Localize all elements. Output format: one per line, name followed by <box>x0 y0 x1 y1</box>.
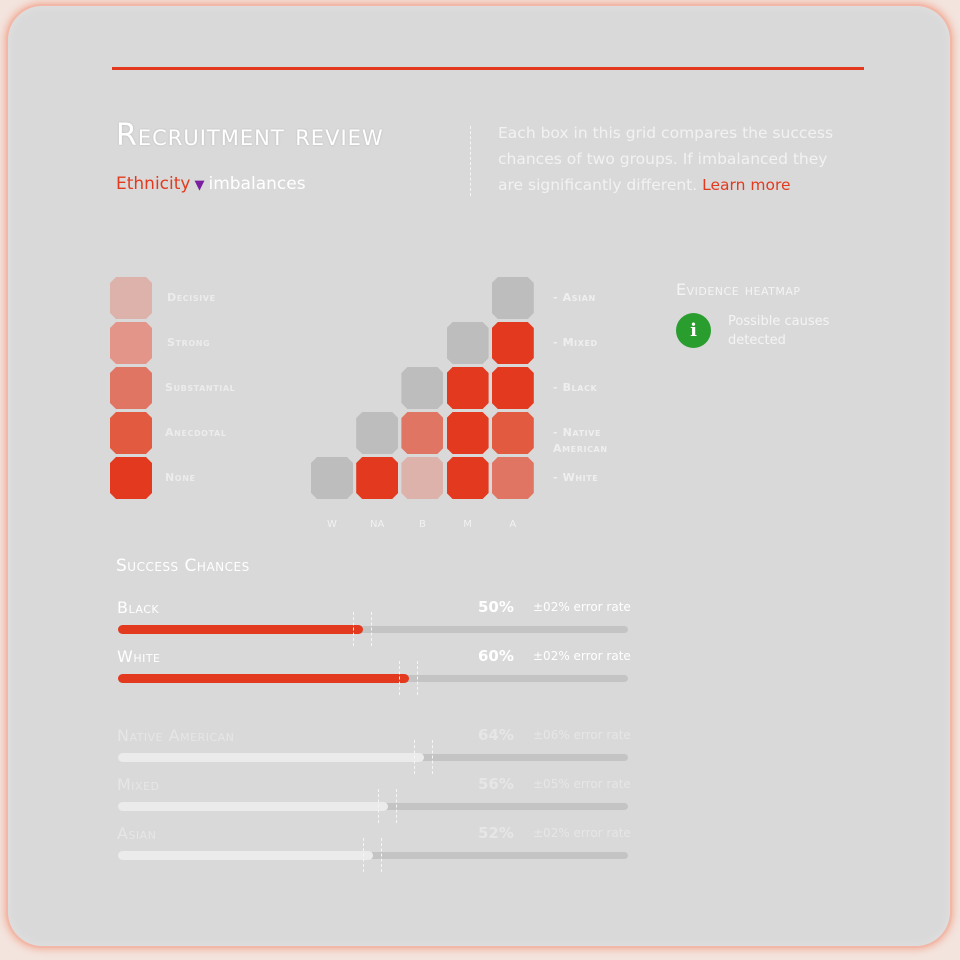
heatmap-row-label: - Black <box>553 381 598 394</box>
ethnicity-dropdown[interactable]: Ethnicity <box>116 174 191 194</box>
legend-label: Strong <box>167 336 211 349</box>
heatmap-cell[interactable] <box>446 367 489 409</box>
error-tick-high <box>371 612 372 646</box>
bar-percentage: 50% <box>478 598 514 616</box>
bar-label: Native American <box>117 726 235 745</box>
heatmap-cell[interactable] <box>446 412 489 454</box>
heatmap-cell[interactable] <box>401 412 444 454</box>
heatmap-cell[interactable] <box>401 457 444 499</box>
success-chances-title: Success Chances <box>116 556 250 576</box>
error-tick-low <box>414 740 415 774</box>
heatmap-cell[interactable] <box>491 322 534 364</box>
error-tick-high <box>396 789 397 823</box>
heatmap-column-label: B <box>418 519 426 530</box>
bar-percentage: 52% <box>478 824 514 842</box>
error-tick-low <box>399 661 400 695</box>
evidence-text: Possible causes detected <box>728 314 830 348</box>
legend-swatch <box>110 457 152 499</box>
legend-label: Decisive <box>167 291 216 304</box>
bar-label: Asian <box>117 824 157 843</box>
heatmap-row-label: - White <box>553 471 599 484</box>
bar-error-rate: ±05% error rate <box>533 777 631 791</box>
heatmap-cell[interactable] <box>356 457 399 499</box>
heatmap-column-label: NA <box>370 519 385 530</box>
bar-label: Mixed <box>117 775 160 794</box>
info-icon[interactable]: i <box>676 313 711 348</box>
heatmap-row-label: - Native American <box>553 426 608 455</box>
bar-track <box>118 852 628 859</box>
heatmap-column-label: A <box>509 519 517 530</box>
bar-fill[interactable] <box>118 753 424 762</box>
heatmap-cell[interactable] <box>401 367 444 409</box>
legend-label: Anecdotal <box>165 426 227 439</box>
bar-percentage: 64% <box>478 726 514 744</box>
bar-fill[interactable] <box>118 802 388 811</box>
heatmap-cell[interactable] <box>491 367 534 409</box>
legend-label: Substantial <box>165 381 236 394</box>
header-separator <box>470 126 471 196</box>
legend-label: None <box>165 471 196 484</box>
error-tick-high <box>432 740 433 774</box>
bar-percentage: 56% <box>478 775 514 793</box>
bar-error-rate: ±02% error rate <box>533 600 631 614</box>
bar-error-rate: ±02% error rate <box>533 826 631 840</box>
error-tick-low <box>363 838 364 872</box>
dropdown-caret-icon[interactable]: ▼ <box>194 178 205 193</box>
learn-more-link[interactable]: Learn more <box>702 176 791 194</box>
heatmap-cell[interactable] <box>491 412 534 454</box>
bar-error-rate: ±02% error rate <box>533 649 631 663</box>
error-tick-low <box>353 612 354 646</box>
bar-track <box>118 626 628 633</box>
heatmap-cell[interactable] <box>446 322 489 364</box>
error-tick-low <box>378 789 379 823</box>
error-tick-high <box>417 661 418 695</box>
top-divider <box>112 67 864 70</box>
evidence-heatmap-title: Evidence heatmap <box>676 280 801 299</box>
bar-label: White <box>117 647 161 666</box>
page-title: Recruitment review <box>116 118 384 153</box>
heatmap-row-label: - Asian <box>553 291 596 304</box>
heatmap-cell[interactable] <box>491 277 534 319</box>
heatmap-cell[interactable] <box>356 412 399 454</box>
review-panel: Recruitment review Ethnicity ▼ imbalances … <box>8 6 950 946</box>
legend-swatch <box>110 367 152 409</box>
filter-suffix: imbalances <box>208 174 306 194</box>
heatmap-cell[interactable] <box>491 457 534 499</box>
bar-fill[interactable] <box>118 851 373 860</box>
heatmap-column-label: M <box>463 519 472 530</box>
description-text: Each box in this grid compares the succe… <box>498 124 834 194</box>
description: Each box in this grid compares the succe… <box>498 120 848 198</box>
filter-line: Ethnicity ▼ imbalances <box>116 174 306 194</box>
bar-label: Black <box>117 598 160 617</box>
heatmap-cell[interactable] <box>446 457 489 499</box>
heatmap-row-label: - Mixed <box>553 336 598 349</box>
legend-swatch <box>110 412 152 454</box>
heatmap-cell[interactable] <box>311 457 353 499</box>
error-tick-high <box>381 838 382 872</box>
bar-error-rate: ±06% error rate <box>533 728 631 742</box>
bar-fill[interactable] <box>118 625 363 634</box>
bar-fill[interactable] <box>118 674 409 683</box>
legend-swatch <box>110 322 152 364</box>
legend-swatch <box>110 277 152 319</box>
bar-percentage: 60% <box>478 647 514 665</box>
heatmap-column-label: W <box>327 519 337 530</box>
